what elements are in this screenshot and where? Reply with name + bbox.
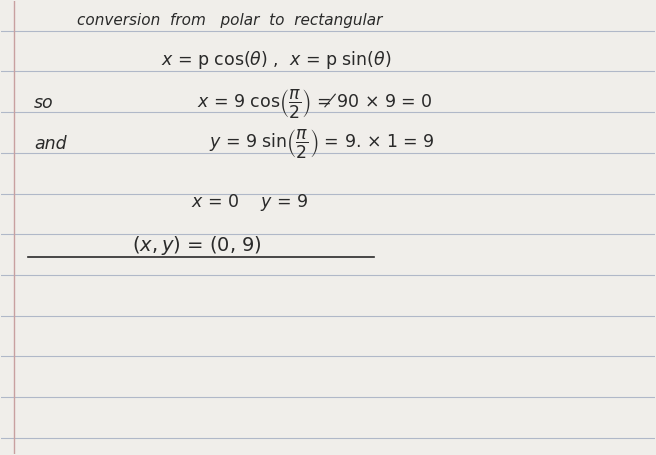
Text: $y$ = 9 sin$\left(\dfrac{\pi}{2}\right)$ = 9. $\times$ 1 = 9: $y$ = 9 sin$\left(\dfrac{\pi}{2}\right)$… [209, 127, 434, 160]
Text: and: and [34, 135, 67, 153]
Text: $x$ = 9 cos$\left(\dfrac{\pi}{2}\right)$ = $\not{9}$0 $\times$ 9 = 0: $x$ = 9 cos$\left(\dfrac{\pi}{2}\right)$… [197, 86, 433, 120]
Text: so: so [34, 94, 54, 112]
Text: $(x, y)$ = (0, 9): $(x, y)$ = (0, 9) [133, 234, 262, 257]
Text: $\mathit{x}$ = p cos($\theta$) ,  $\mathit{x}$ = p sin($\theta$): $\mathit{x}$ = p cos($\theta$) , $\mathi… [161, 49, 391, 71]
Text: conversion  from   polar  to  rectangular: conversion from polar to rectangular [77, 13, 382, 28]
Text: $x$ = 0    $y$ = 9: $x$ = 0 $y$ = 9 [191, 192, 308, 213]
